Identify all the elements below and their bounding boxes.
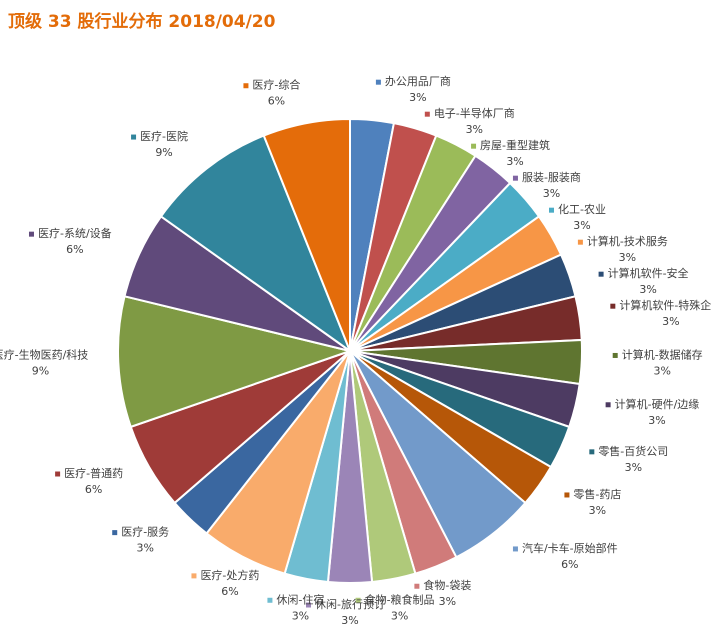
data-label: 医疗-系统/设备 <box>38 226 112 240</box>
chart-title: 顶级 33 股行业分布 2018/04/20 <box>8 11 276 32</box>
legend-marker <box>267 597 273 603</box>
legend-marker <box>577 239 583 245</box>
data-label: 医疗-服务 <box>121 525 169 539</box>
legend-marker <box>375 79 381 85</box>
value-label: 3% <box>439 595 456 608</box>
data-label: 办公用品厂商 <box>385 74 451 88</box>
value-label: 3% <box>341 614 358 627</box>
pie-slice <box>159 134 353 354</box>
data-label: 服装-服装商 <box>522 170 581 184</box>
value-label: 3% <box>409 91 426 104</box>
value-label: 3% <box>625 461 642 474</box>
legend-marker <box>512 546 518 552</box>
data-label: 计算机软件-特殊企业 <box>619 298 711 312</box>
data-label: 汽车/卡车-原始部件 <box>522 541 618 555</box>
data-label: 医疗-综合 <box>252 78 300 92</box>
legend-marker <box>306 602 312 608</box>
value-label: 3% <box>391 609 408 622</box>
legend-marker <box>414 583 420 589</box>
data-label: 电子-半导体厂商 <box>434 106 515 120</box>
data-label: 医疗-生物医药/科技 <box>0 347 88 361</box>
pie-slice <box>117 295 354 429</box>
legend-marker <box>471 143 477 149</box>
legend-marker <box>549 207 555 213</box>
legend-marker <box>589 449 595 455</box>
value-label: 6% <box>85 483 102 496</box>
value-label: 3% <box>662 315 679 328</box>
value-label: 3% <box>136 542 153 555</box>
value-label: 3% <box>573 219 590 232</box>
legend-marker <box>243 83 249 89</box>
legend-marker <box>598 271 604 277</box>
value-label: 6% <box>561 558 578 571</box>
data-label: 化工-农业 <box>558 202 606 216</box>
data-label: 计算机软件-安全 <box>608 266 689 280</box>
value-label: 3% <box>639 283 656 296</box>
legend-marker <box>131 134 137 140</box>
value-label: 3% <box>466 123 483 136</box>
data-label: 休闲-旅行预订 <box>315 597 385 611</box>
data-label: 休闲-住宿 <box>276 592 324 606</box>
data-label: 零售-药店 <box>573 487 621 501</box>
data-label: 计算机-数据储存 <box>622 347 703 361</box>
data-label: 计算机-硬件/边缘 <box>615 397 700 411</box>
value-label: 6% <box>221 585 238 598</box>
value-label: 9% <box>32 364 49 377</box>
legend-marker <box>424 111 430 117</box>
data-label: 医疗-处方药 <box>200 568 259 582</box>
legend-marker <box>55 471 61 477</box>
value-label: 6% <box>66 243 83 256</box>
legend-marker <box>191 573 197 579</box>
value-label: 3% <box>619 251 636 264</box>
value-label: 3% <box>648 414 665 427</box>
data-label: 医疗-普通药 <box>64 466 123 480</box>
legend-marker <box>605 402 611 408</box>
legend-marker <box>610 303 616 309</box>
data-label: 零售-百货公司 <box>598 444 668 458</box>
legend-marker <box>355 597 361 603</box>
value-label: 3% <box>506 155 523 168</box>
legend-marker <box>112 530 118 536</box>
legend-marker <box>612 352 618 358</box>
value-label: 9% <box>155 146 172 159</box>
value-label: 6% <box>268 95 285 108</box>
data-label: 食物-粮食制品 <box>365 592 435 606</box>
legend-marker <box>28 231 34 237</box>
value-label: 3% <box>292 609 309 622</box>
data-label: 房屋-重型建筑 <box>480 138 550 152</box>
legend-marker <box>564 492 570 498</box>
value-label: 3% <box>543 187 560 200</box>
legend-marker <box>512 175 518 181</box>
data-label: 食物-袋装 <box>423 578 471 592</box>
data-label: 医疗-医院 <box>140 129 188 143</box>
value-label: 3% <box>653 364 670 377</box>
pie-slice <box>262 117 351 352</box>
data-label: 计算机-技术服务 <box>587 234 668 248</box>
value-label: 3% <box>589 504 606 517</box>
